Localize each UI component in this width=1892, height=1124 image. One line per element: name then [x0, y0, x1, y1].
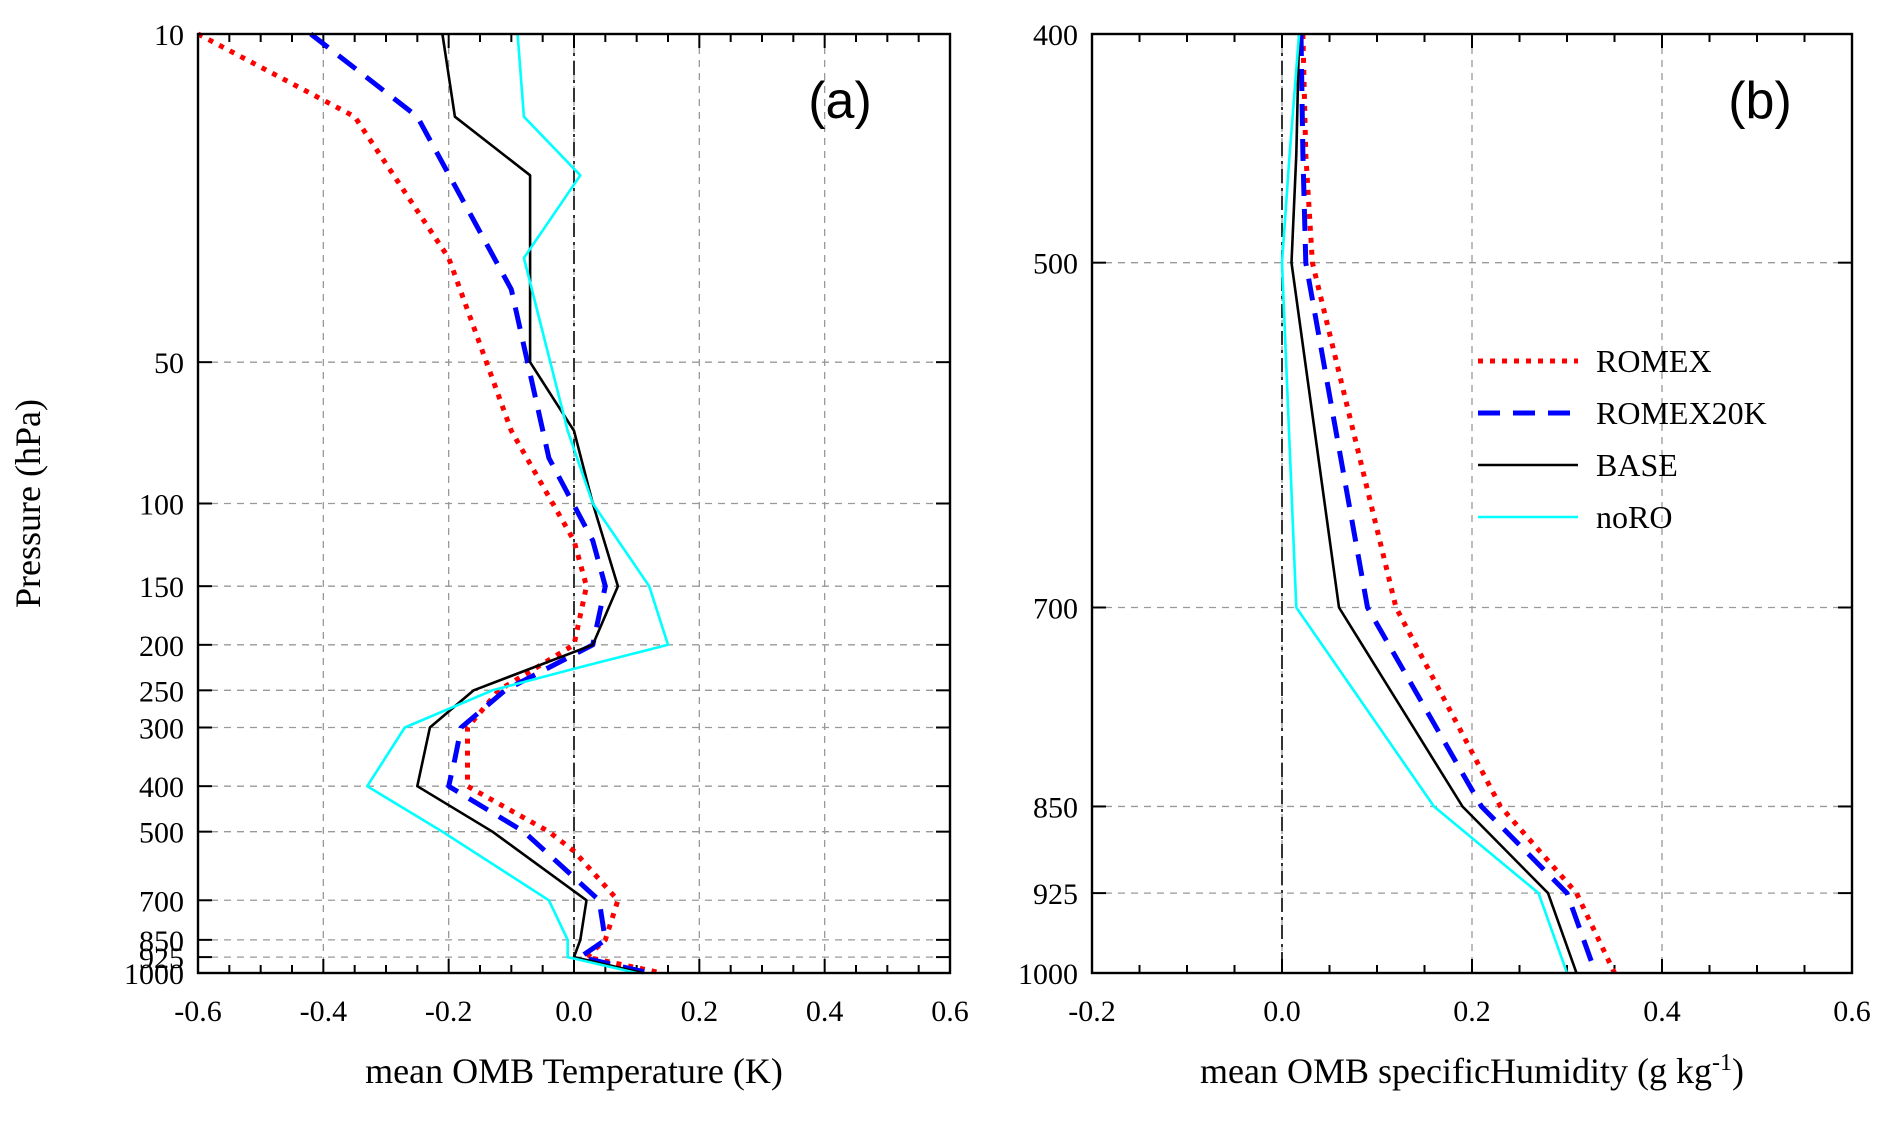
series-line-noro-b — [1280, 33, 1569, 974]
y-tick-label: 925 — [139, 942, 184, 975]
x-tick-label: 0.0 — [555, 995, 593, 1028]
x-tick-label: 0.2 — [1453, 995, 1491, 1028]
x-tick-label: 0.2 — [681, 995, 719, 1028]
x-axis-title-a: mean OMB Temperature (K) — [365, 1051, 783, 1091]
y-tick-label: 300 — [139, 713, 184, 746]
x-tick-label: 0.4 — [1643, 995, 1681, 1028]
y-tick-label: 500 — [1033, 248, 1078, 281]
plot-frame-b — [1090, 32, 1854, 975]
y-tick-label: 700 — [139, 885, 184, 918]
series-line-noro-a — [365, 33, 670, 975]
x-tick-label: 0.6 — [1833, 995, 1871, 1028]
series-line-romex-a — [196, 31, 663, 976]
y-tick-label: 850 — [1033, 791, 1078, 824]
x-tick-label: -0.6 — [174, 995, 222, 1028]
x-tick-label: -0.4 — [300, 995, 348, 1028]
y-tick-label: 400 — [139, 771, 184, 804]
x-tick-label: 0.0 — [1263, 995, 1301, 1028]
panel-a-temperature: -0.6 -0.4 -0.2 0.0 0.2 0.4 0.6 10 50 100 150 200 250… — [8, 19, 969, 1091]
y-tick-label: 150 — [139, 571, 184, 604]
series-line-romex20k-a — [309, 32, 650, 976]
panel-label-a: (a) — [808, 72, 872, 130]
series-line-base-a — [415, 33, 644, 975]
y-tick-label: 250 — [139, 675, 184, 708]
y-tick-label: 925 — [1033, 878, 1078, 911]
legend-label-romex: ROMEX — [1596, 343, 1712, 379]
y-tick-label: 400 — [1033, 19, 1078, 52]
x-axis-title-superscript: -1 — [1712, 1050, 1732, 1076]
y-tick-label: 50 — [154, 347, 184, 380]
y-axis-title: Pressure (hPa) — [8, 399, 48, 608]
y-tick-label: 200 — [139, 630, 184, 663]
panel-b-specific-humidity: -0.2 0.0 0.2 0.4 0.6 400 500 700 850 925 1000 mean … — [1018, 19, 1871, 1091]
y-tick-label: 100 — [139, 489, 184, 522]
legend-label-noro: noRO — [1596, 499, 1672, 535]
series-line-romex20k-b — [1298, 33, 1598, 974]
x-tick-label: -0.2 — [425, 995, 473, 1028]
y-tick-label: 500 — [139, 817, 184, 850]
x-tick-label: 0.4 — [806, 995, 844, 1028]
y-tick-label: 1000 — [1018, 958, 1078, 991]
legend: ROMEX ROMEX20K BASE noRO — [1478, 343, 1767, 535]
y-tick-label: 700 — [1033, 592, 1078, 625]
y-tick-label: 850 — [139, 925, 184, 958]
series-line-base-b — [1290, 33, 1578, 974]
y-tick-label: 10 — [154, 19, 184, 52]
x-axis-title-b: mean OMB specificHumidity (g kg-1) — [1200, 1050, 1744, 1091]
grid-b — [1092, 34, 1852, 973]
plot-frame-a — [196, 32, 952, 975]
panel-label-b: (b) — [1728, 72, 1792, 130]
series-line-romex-b — [1300, 33, 1617, 975]
x-tick-label: -0.2 — [1068, 995, 1116, 1028]
legend-label-romex20k: ROMEX20K — [1596, 395, 1767, 431]
x-axis-title-suffix: ) — [1732, 1051, 1744, 1091]
y-tick-label: 1000 — [124, 958, 184, 991]
legend-label-base: BASE — [1596, 447, 1678, 483]
x-tick-label: 0.6 — [931, 995, 969, 1028]
